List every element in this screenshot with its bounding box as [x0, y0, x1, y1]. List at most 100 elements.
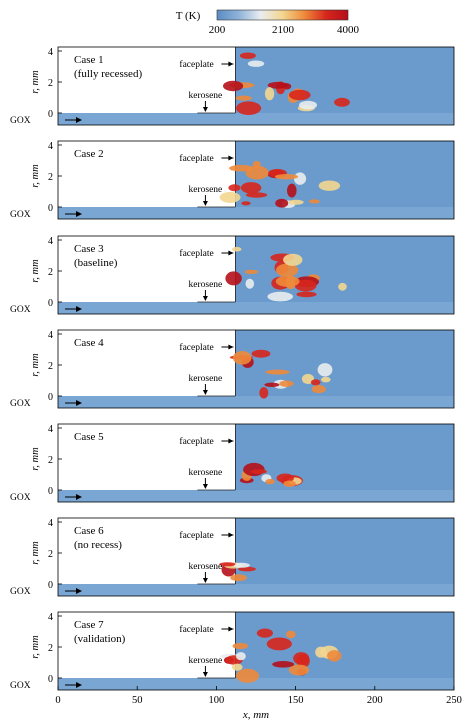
- flame-blob: [232, 246, 242, 252]
- flame-blob: [233, 562, 250, 568]
- flame-blob: [256, 628, 273, 638]
- gox-label: GOX: [10, 587, 31, 597]
- faceplate-arrowhead: [228, 61, 234, 67]
- colorbar-bar: [216, 9, 349, 21]
- y-tick-label: 2: [48, 455, 53, 466]
- flame-blob: [232, 642, 249, 650]
- gox-label: GOX: [10, 210, 31, 220]
- flame-blob: [334, 97, 350, 107]
- flame-region: [225, 246, 347, 302]
- y-tick-label: 4: [48, 141, 53, 152]
- gox-arrowhead: [76, 211, 82, 217]
- kerosene-label: kerosene: [189, 468, 223, 478]
- case-title: Case 3: [74, 243, 104, 255]
- flame-blob: [232, 351, 252, 365]
- flame-region: [220, 628, 342, 683]
- flame-blob: [252, 160, 261, 169]
- faceplate-label: faceplate: [179, 436, 213, 447]
- y-tick-label: 4: [48, 518, 53, 529]
- flame-blob: [286, 630, 296, 639]
- x-tick-label: 250: [446, 695, 462, 706]
- flame-blob: [288, 664, 309, 676]
- flame-blob: [267, 81, 288, 89]
- x-axis: 0 50 100 150 200 250: [55, 686, 462, 706]
- x-axis-label: x, mm: [242, 709, 269, 721]
- y-tick-label: 0: [48, 674, 53, 685]
- flame-blob: [239, 52, 256, 59]
- flame-blob: [225, 271, 242, 286]
- y-tick-label: 0: [48, 580, 53, 591]
- flame-blob: [228, 184, 241, 192]
- kerosene-label: kerosene: [189, 91, 223, 101]
- flame-blob: [251, 349, 271, 358]
- faceplate-label: faceplate: [179, 153, 213, 164]
- y-axis-label: r, mm: [30, 541, 41, 565]
- flame-blob: [231, 663, 243, 671]
- x-tick-label: 200: [367, 695, 383, 706]
- x-tick-label: 150: [288, 695, 304, 706]
- faceplate-label: faceplate: [179, 248, 213, 259]
- flame-blob: [229, 164, 254, 172]
- y-tick-label: 0: [48, 392, 53, 403]
- gox-arrowhead: [76, 306, 82, 312]
- flame-blob: [266, 637, 292, 651]
- gox-stream: [58, 396, 454, 408]
- gox-arrowhead: [76, 682, 82, 688]
- panel-case-3: Case 3 (baseline) faceplate kerosene GOX 0 2 4 r…: [10, 235, 455, 315]
- flame-blob: [311, 385, 326, 394]
- colorbar-label: T (K): [176, 10, 201, 22]
- faceplate-arrowhead: [228, 532, 234, 538]
- panel-frame: [57, 46, 455, 126]
- kerosene-label: kerosene: [189, 185, 223, 195]
- flame-blob: [223, 80, 244, 92]
- faceplate-label: faceplate: [179, 624, 213, 635]
- panel-frame: [57, 140, 455, 220]
- colorbar: T (K) 200 2100 4000: [176, 9, 360, 36]
- gox-arrowhead: [76, 494, 82, 500]
- kerosene-arrowhead: [202, 578, 208, 583]
- flame-blob: [276, 473, 294, 483]
- gox-label: GOX: [10, 116, 31, 126]
- case-title: Case 4: [74, 337, 104, 349]
- panel-frame: [57, 423, 455, 503]
- panel-case-1: Case 1 (fully recessed) faceplate kerosene G…: [10, 46, 455, 126]
- flame-blob: [327, 650, 342, 662]
- y-tick-label: 2: [48, 361, 53, 372]
- panel-frame: [57, 235, 455, 315]
- flame-blob: [288, 199, 304, 205]
- case-subtitle: (fully recessed): [74, 68, 142, 80]
- flame-region: [223, 52, 350, 115]
- flame-blob: [283, 480, 296, 487]
- x-tick-label: 100: [209, 695, 225, 706]
- gox-stream: [58, 584, 454, 596]
- panel-case-4: Case 4 faceplate kerosene GOX 0 2 4 r, mm: [10, 329, 455, 409]
- flame-blob: [289, 89, 311, 101]
- flame-blob: [240, 182, 262, 194]
- panel-case-5: Case 5 faceplate kerosene GOX 0 2 4 r, mm: [10, 423, 455, 503]
- flame-blob: [241, 201, 251, 206]
- y-axis-label: r, mm: [30, 70, 41, 94]
- flame-blob: [275, 275, 300, 287]
- flame-blob: [236, 101, 262, 115]
- flame-blob: [296, 291, 317, 298]
- gox-stream: [58, 113, 454, 125]
- case-title: Case 5: [74, 431, 104, 443]
- flame-blob: [287, 183, 297, 198]
- flame-blob: [283, 253, 303, 266]
- case-subtitle: (baseline): [74, 257, 118, 269]
- kerosene-arrowhead: [202, 296, 208, 301]
- flame-blob: [321, 376, 331, 383]
- gox-arrowhead: [76, 588, 82, 594]
- y-axis-label: r, mm: [30, 447, 41, 471]
- faceplate-arrowhead: [228, 438, 234, 444]
- case-title: Case 7: [74, 619, 104, 631]
- y-tick-label: 4: [48, 424, 53, 435]
- y-tick-label: 2: [48, 267, 53, 278]
- flame-blob: [264, 87, 275, 101]
- gox-arrowhead: [76, 117, 82, 123]
- y-tick-label: 2: [48, 172, 53, 183]
- colorbar-tick-mid: 2100: [272, 24, 295, 36]
- panel-frame: [57, 611, 455, 691]
- flame-blob: [245, 192, 268, 198]
